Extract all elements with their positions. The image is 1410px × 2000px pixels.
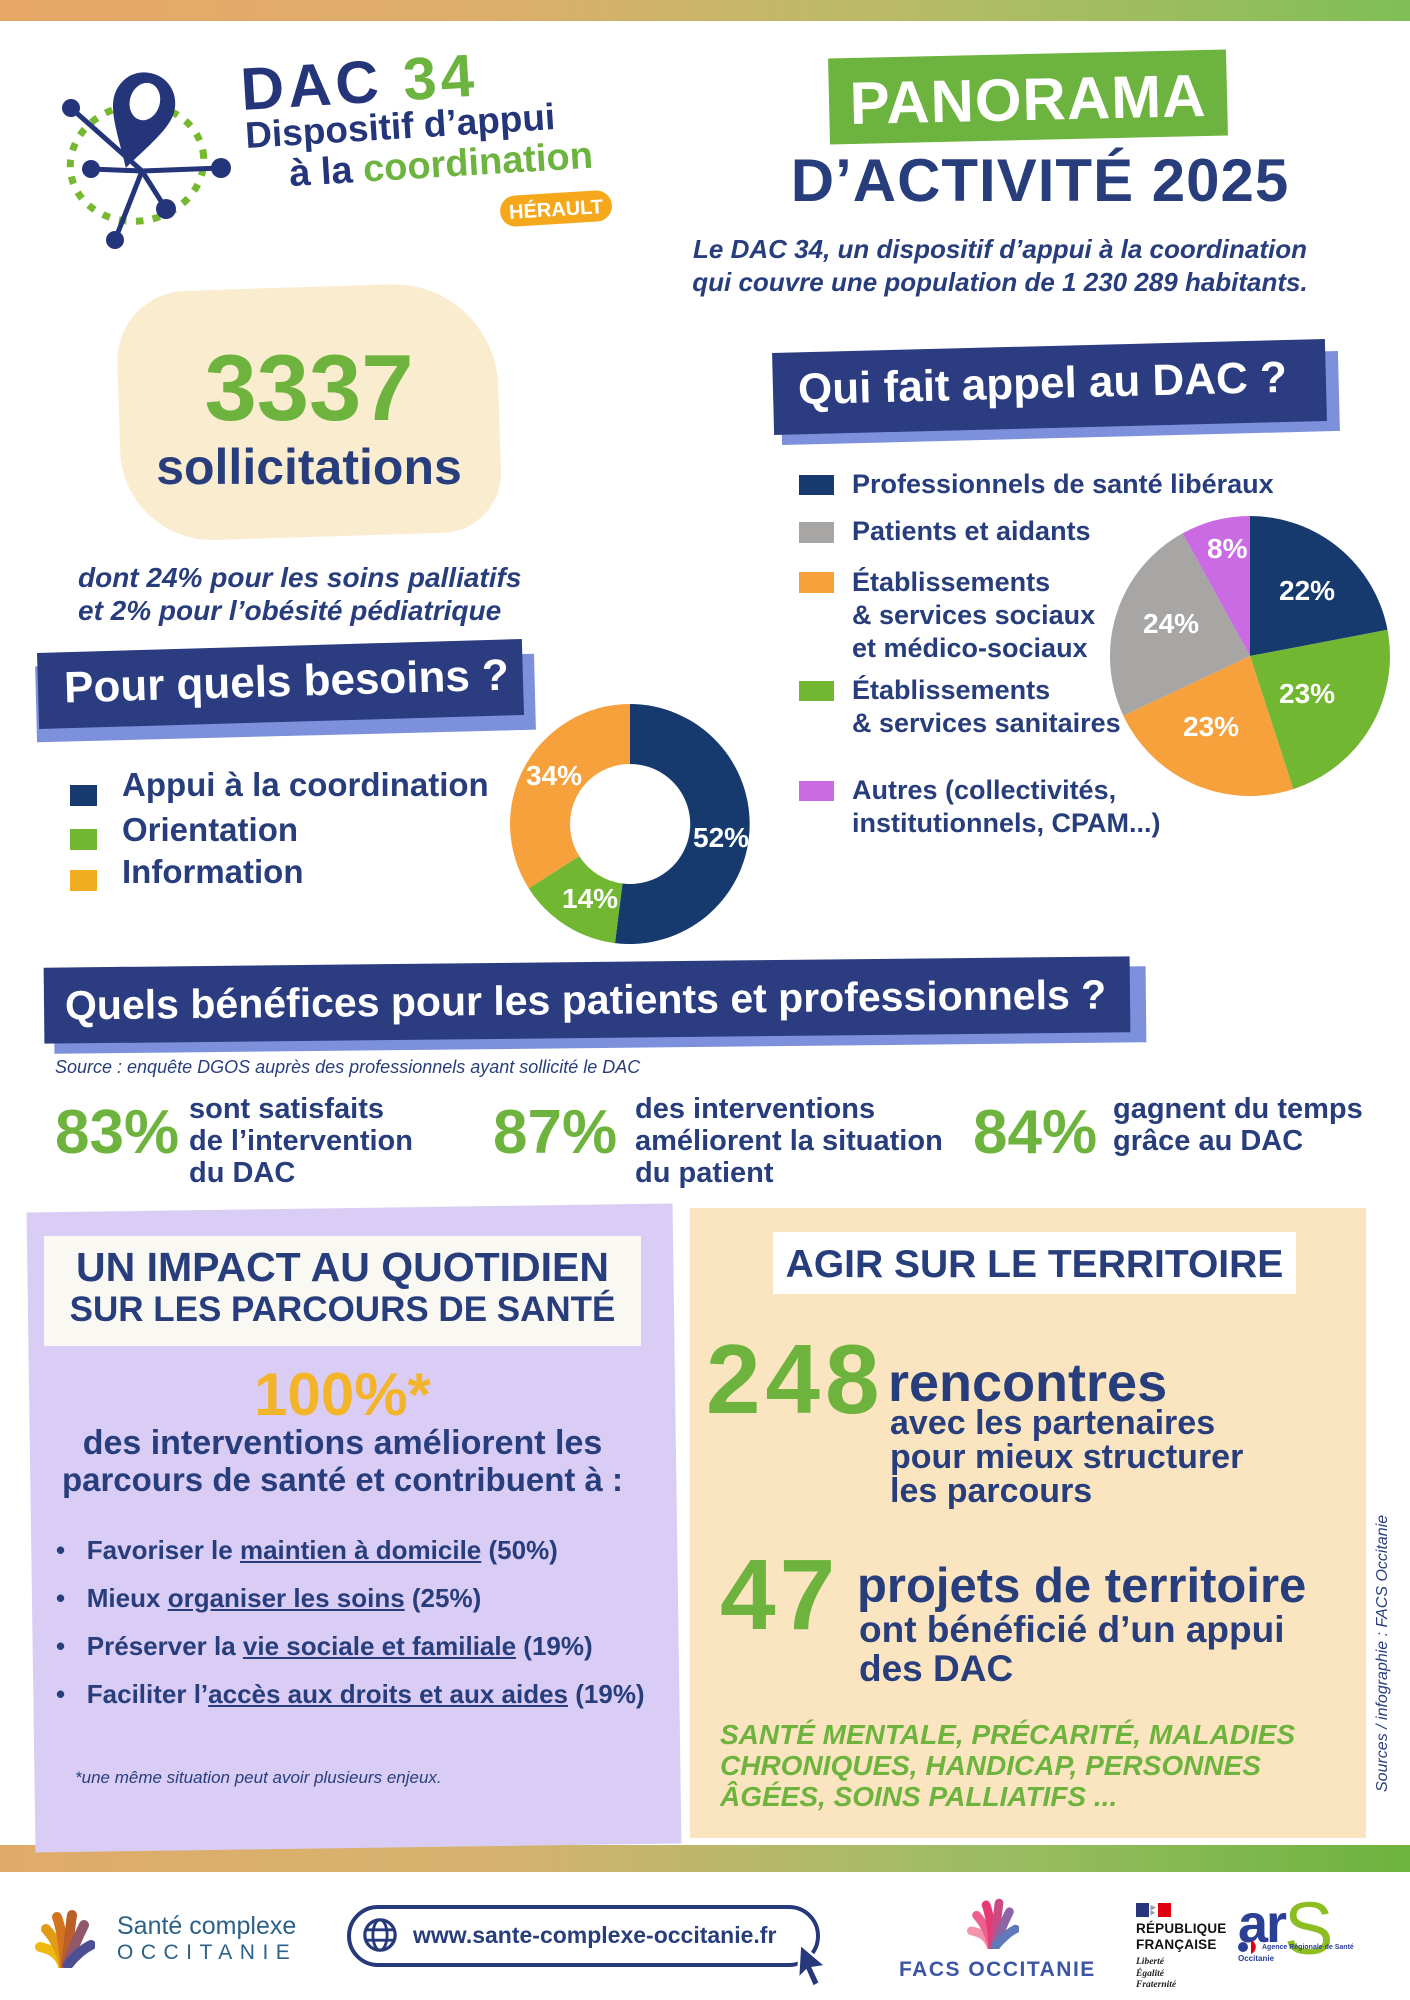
svg-text:Occitanie: Occitanie <box>1238 1954 1275 1963</box>
svg-text:S: S <box>1284 1898 1333 1970</box>
svg-text:Agence Régionale de Santé: Agence Régionale de Santé <box>1262 1944 1354 1951</box>
